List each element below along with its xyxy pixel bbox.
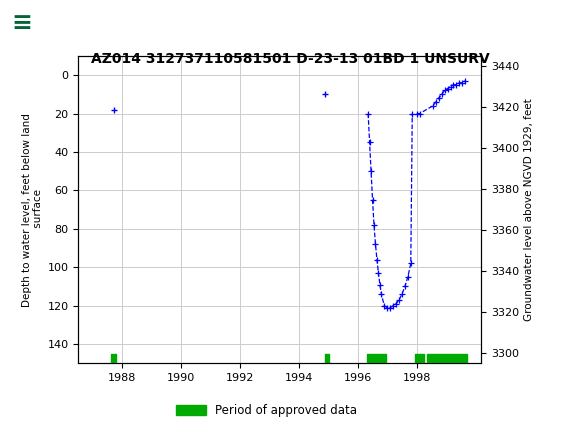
Text: USGS: USGS — [41, 13, 100, 32]
FancyBboxPatch shape — [6, 3, 75, 42]
Text: AZ014 312737110581501 D-23-13 01BD 1 UNSURV: AZ014 312737110581501 D-23-13 01BD 1 UNS… — [90, 52, 490, 66]
Y-axis label: Groundwater level above NGVD 1929, feet: Groundwater level above NGVD 1929, feet — [524, 98, 534, 321]
Text: ≡: ≡ — [12, 11, 32, 34]
Legend: Period of approved data: Period of approved data — [172, 399, 362, 422]
Y-axis label: Depth to water level, feet below land
 surface: Depth to water level, feet below land su… — [21, 113, 44, 307]
